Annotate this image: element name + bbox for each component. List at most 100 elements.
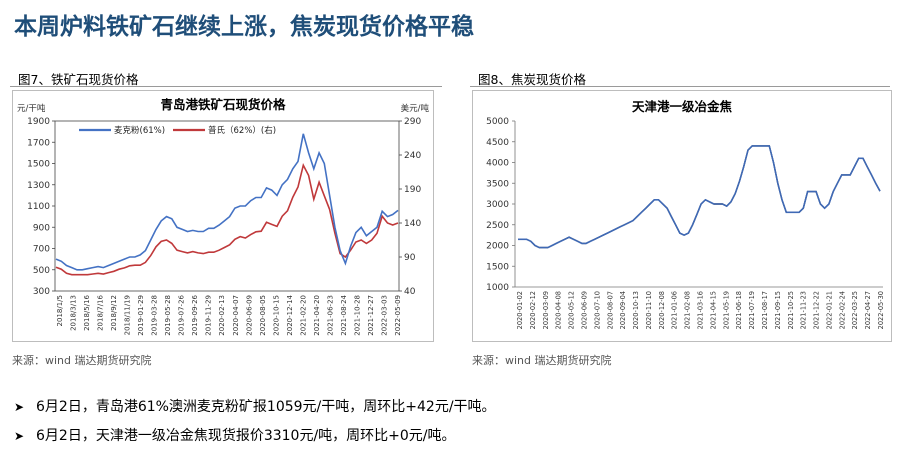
- x-tick-label: 2020-03-09: [542, 291, 550, 329]
- legend-label-platts: 普氏（62%）(右): [208, 125, 276, 136]
- figure-7-rule: [10, 86, 442, 87]
- y-tick-label: 1000: [486, 283, 509, 293]
- series-line-mac-fines: [55, 133, 399, 271]
- x-tick-label: 2021-01-06: [671, 291, 679, 329]
- y-tick-label-left: 300: [33, 287, 50, 297]
- x-tick-label: 2021-11-23: [800, 291, 808, 329]
- x-tick-label: 2020-06-09: [245, 295, 253, 336]
- x-tick-label: 2021-09-15: [774, 291, 782, 329]
- x-tick-label: 2022-03-25: [851, 291, 859, 329]
- y-tick-label-right: 190: [404, 185, 421, 195]
- note-iron-ore-text: 6月2日，青岛港61%澳洲麦克粉矿报1059元/干吨，周环比+42元/干吨。: [36, 399, 496, 415]
- x-tick-label: 2018/7/16: [97, 294, 105, 330]
- x-tick-label: 2019-05-28: [164, 295, 172, 336]
- x-tick-label: 2020-02-12: [529, 291, 537, 329]
- y-tick-label: 2500: [486, 221, 509, 231]
- x-tick-label: 2021-02-20: [299, 295, 307, 336]
- x-tick-label: 2020-04-07: [232, 295, 240, 336]
- series-line-coke: [518, 145, 881, 249]
- figure-7-panel: 青岛港铁矿石现货价格 元/干吨 美元/吨 300 500 700 900 1100 1300 15…: [12, 90, 434, 342]
- x-tick-label: 2018/5/16: [83, 294, 91, 330]
- y-tick-label-left: 1500: [27, 160, 50, 170]
- x-tick-label: 2020-04-08: [555, 291, 563, 329]
- y-tick-label-left: 500: [33, 266, 50, 276]
- x-tick-label: 2021-03-16: [697, 291, 705, 329]
- x-tick-label: 2021-08-24: [340, 294, 348, 335]
- page-title: 本周炉料铁矿石继续上涨，焦炭现货价格平稳: [14, 14, 474, 40]
- x-tick-label: 2018/11/19: [124, 295, 132, 335]
- chart-title: 天津港一级冶金焦: [632, 99, 733, 114]
- x-tick-label: 2022-05-09: [394, 295, 402, 336]
- y-tick-label-right: 90: [404, 253, 416, 263]
- coke-price-chart: 天津港一级冶金焦 1000 1500 2000 2500 3000 3500 4000 4500…: [486, 99, 885, 329]
- y-tick-label: 4000: [486, 159, 509, 169]
- figure-7-label: 图7、铁矿石现货价格: [18, 72, 139, 87]
- figure-8-label: 图8、焦炭现货价格: [478, 72, 586, 87]
- y-tick-label-left: 700: [33, 245, 50, 255]
- y-tick-label: 1500: [486, 262, 509, 272]
- y-tick-label: 4500: [486, 138, 509, 148]
- note-coke-text: 6月2日，天津港一级冶金焦现货报价3310元/吨，周环比+0元/吨。: [36, 428, 456, 444]
- x-tick-label: 2021-12-22: [813, 291, 821, 329]
- y-tick-label: 3500: [486, 179, 509, 189]
- x-tick-label: 2018/1/5: [56, 295, 64, 326]
- x-tick-label: 2021-06-23: [326, 295, 334, 336]
- x-tick-label: 2019-07-26: [178, 294, 186, 335]
- x-tick-label: 2020-05-12: [568, 291, 576, 329]
- x-tick-label: 2020-09-04: [619, 291, 627, 329]
- x-tick-label: 2019-01-29: [137, 295, 145, 336]
- x-tick-label: 2020-12-14: [286, 294, 294, 335]
- x-tick-label: 2022-04-27: [864, 291, 872, 329]
- y-axis-left-unit: 元/干吨: [17, 103, 46, 114]
- x-tick-label: 2019-11-29: [205, 295, 213, 336]
- y-tick-label: 5000: [486, 117, 509, 127]
- x-tick-label: 2022-03-03: [381, 295, 389, 336]
- x-tick-label: 2022-05-30: [877, 291, 885, 329]
- y-tick-label-left: 1700: [27, 138, 50, 148]
- y-tick-label: 3000: [486, 200, 509, 210]
- x-tick-label: 2020-08-05: [259, 295, 267, 336]
- x-tick-label: 2022-02-24: [838, 291, 846, 329]
- figure-8-rule: [470, 86, 890, 87]
- x-tick-label: 2020-10-15: [272, 295, 280, 336]
- x-tick-label: 2019-09-26: [191, 294, 199, 335]
- x-tick-label: 2021-05-19: [722, 291, 730, 329]
- y-tick-label-right: 140: [404, 219, 421, 229]
- legend-label-mac-fines: 麦克粉(61%): [114, 125, 165, 136]
- x-tick-label: 2018/3/13: [70, 295, 78, 331]
- note-coke: ➤ 6月2日，天津港一级冶金焦现货报价3310元/吨，周环比+0元/吨。: [14, 425, 456, 445]
- x-tick-label: 2020-10-13: [632, 291, 640, 329]
- x-tick-label: 2020-07-10: [593, 291, 601, 329]
- y-tick-label: 2000: [486, 242, 509, 252]
- arrow-bullet-icon: ➤: [14, 400, 25, 414]
- x-tick-label: 2020-11-10: [645, 291, 653, 329]
- x-tick-label: 2022-01-21: [825, 291, 833, 329]
- x-tick-label: 2021-10-25: [787, 291, 795, 329]
- figure-8-source: 来源：wind 瑞达期货研究院: [472, 354, 612, 367]
- x-tick-label: 2020-06-09: [581, 291, 589, 329]
- y-tick-label-right: 40: [404, 287, 416, 297]
- x-tick-label: 2020-02-13: [218, 295, 226, 336]
- y-tick-label-left: 1300: [27, 181, 50, 191]
- figure-7-source: 来源：wind 瑞达期货研究院: [12, 354, 152, 367]
- y-tick-label-right: 290: [404, 117, 421, 127]
- x-tick-label: 2021-04-15: [709, 291, 717, 329]
- x-tick-label: 2021-04-20: [313, 295, 321, 336]
- series-line-coke-overlay: [518, 145, 881, 249]
- x-tick-label: 2021-12-27: [367, 295, 375, 336]
- arrow-bullet-icon: ➤: [14, 429, 25, 443]
- y-tick-label-left: 900: [33, 223, 50, 233]
- x-tick-label: 2021-10-28: [353, 295, 361, 336]
- x-tick-label: 2021-08-17: [761, 291, 769, 329]
- iron-ore-price-chart: 青岛港铁矿石现货价格 元/干吨 美元/吨 300 500 700 900 1100 1300 15…: [17, 97, 430, 336]
- x-tick-label: 2020-12-08: [658, 291, 666, 329]
- y-axis-right-unit: 美元/吨: [401, 103, 430, 114]
- x-tick-label: 2021-06-18: [735, 291, 743, 329]
- note-iron-ore: ➤ 6月2日，青岛港61%澳洲麦克粉矿报1059元/干吨，周环比+42元/干吨。: [14, 396, 496, 416]
- x-tick-label: 2020-01-02: [516, 291, 524, 329]
- x-tick-label: 2021-02-08: [684, 291, 692, 329]
- y-tick-label-right: 240: [404, 151, 421, 161]
- x-tick-label: 2021-07-19: [748, 291, 756, 329]
- x-tick-label: 2020-08-07: [606, 291, 614, 329]
- y-tick-label-left: 1100: [27, 202, 50, 212]
